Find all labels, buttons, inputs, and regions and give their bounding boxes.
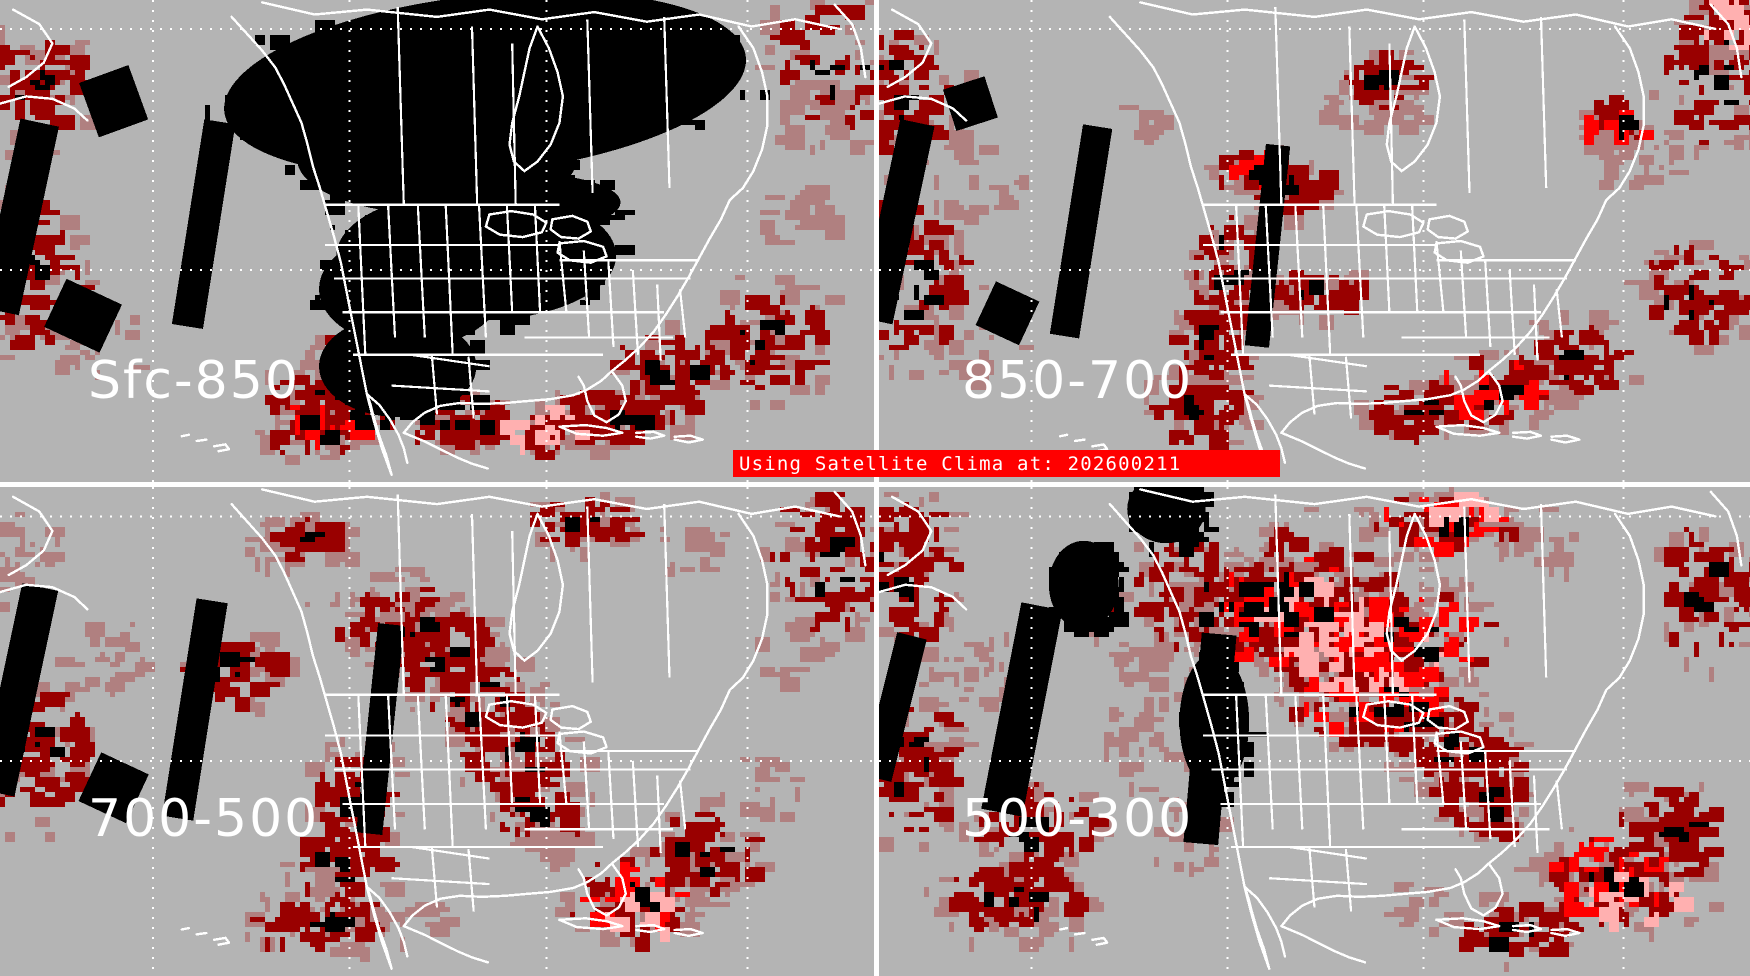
- graticule-layer: [879, 0, 1750, 482]
- map-canvas: [0, 0, 874, 482]
- map-canvas: [0, 487, 874, 976]
- graticule-layer: [0, 0, 874, 482]
- map-panel-500-300[interactable]: [879, 487, 1750, 976]
- political-border-layer: [325, 7, 700, 419]
- coastline-layer: [879, 1, 1743, 476]
- map-canvas: [879, 0, 1750, 482]
- map-panel-850-700[interactable]: [879, 0, 1750, 482]
- status-banner-text: Using Satellite Clima at: 202600211: [739, 452, 1182, 475]
- political-border-layer: [325, 494, 700, 912]
- map-canvas: [879, 487, 1750, 976]
- graticule-layer: [879, 487, 1750, 976]
- map-panel-sfc-850[interactable]: [0, 0, 874, 482]
- political-border-layer: [1203, 494, 1576, 912]
- political-border-layer: [1203, 7, 1576, 419]
- panel-divider-vertical: [874, 0, 879, 976]
- status-banner: Using Satellite Clima at: 202600211: [733, 450, 1280, 477]
- map-panel-700-500[interactable]: [0, 487, 874, 976]
- panel-divider-horizontal: [0, 482, 1750, 487]
- graticule-layer: [0, 487, 874, 976]
